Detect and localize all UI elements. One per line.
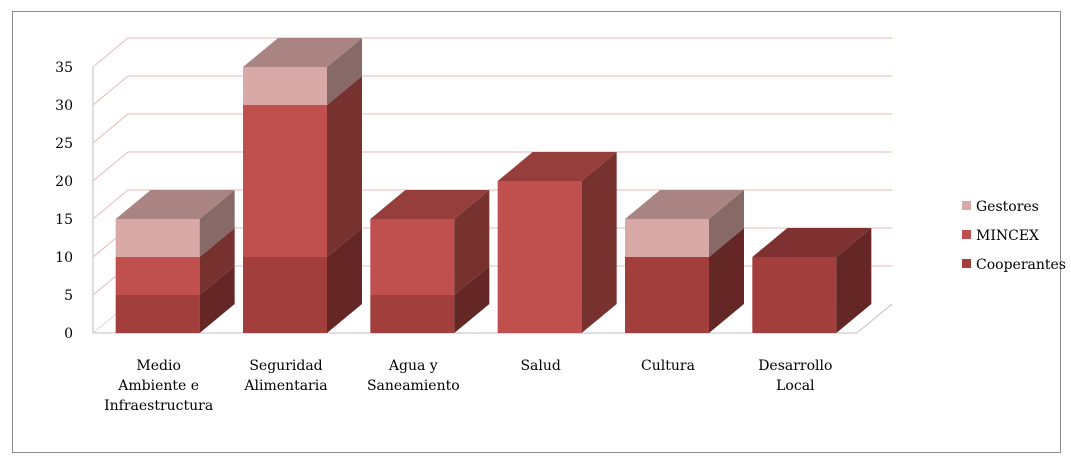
bar-side xyxy=(709,190,744,257)
legend-item-mincex: MINCEX xyxy=(962,228,1039,244)
bars xyxy=(115,38,872,333)
bar-segment-mincex xyxy=(115,228,235,295)
x-tick-label: Saneamiento xyxy=(367,378,460,394)
bar-segment-cooperantes xyxy=(115,266,235,333)
bar-side xyxy=(454,190,490,295)
bar-front xyxy=(497,181,582,333)
bar-side xyxy=(581,152,617,333)
x-tick-label: Infraestructura xyxy=(104,398,213,414)
bar-front xyxy=(115,295,200,333)
bar-front xyxy=(625,219,709,257)
bar-side xyxy=(327,38,362,105)
bar-side xyxy=(199,266,235,333)
bar-front xyxy=(243,67,327,105)
bar-segment-cooperantes xyxy=(370,266,490,333)
bar-segment-mincex xyxy=(370,190,490,295)
bar-top xyxy=(497,152,617,181)
y-tick-label: 10 xyxy=(55,250,73,266)
bar-side xyxy=(199,228,235,295)
bar-top xyxy=(243,38,362,67)
y-tick-label: 30 xyxy=(55,98,73,114)
x-tick-label: Agua y xyxy=(388,358,438,374)
x-tick-label: Ambiente e xyxy=(117,378,199,394)
legend-swatch xyxy=(962,259,971,268)
y-tick-label: 15 xyxy=(55,212,73,228)
x-tick-label: Seguridad xyxy=(249,358,322,374)
bar-top xyxy=(370,190,490,219)
bar-side xyxy=(709,228,744,333)
gridline-diagonal xyxy=(92,151,129,182)
legend-label: Cooperantes xyxy=(976,257,1066,273)
bar-segment-gestores xyxy=(243,38,362,105)
bar-front xyxy=(115,219,200,257)
x-tick-label: Local xyxy=(776,378,815,394)
bar-front xyxy=(370,219,455,295)
x-tick-label: Salud xyxy=(520,358,560,374)
bar-side xyxy=(836,228,872,333)
legend-item-gestores: Gestores xyxy=(962,199,1039,215)
y-tick-label: 5 xyxy=(64,288,73,304)
bar-side xyxy=(199,190,235,257)
bar-front xyxy=(625,257,709,333)
bar-segment-cooperantes xyxy=(243,228,362,333)
bar-front xyxy=(370,295,455,333)
x-tick-label: Desarrollo xyxy=(758,358,832,374)
x-tick-label: Medio xyxy=(136,358,181,374)
legend-label: Gestores xyxy=(976,199,1039,215)
bar-front xyxy=(243,257,327,333)
legend-label: MINCEX xyxy=(976,228,1039,244)
bar-side xyxy=(454,266,490,333)
bar-top xyxy=(115,190,235,219)
bar-segment-gestores xyxy=(625,190,744,257)
bar-front xyxy=(243,105,327,257)
x-tick-label: Cultura xyxy=(641,358,695,374)
floor-right-edge xyxy=(856,303,893,334)
x-axis-labels: Medio Ambiente e Infraestructura Seguridad A… xyxy=(104,358,832,414)
bar-segment-mincex xyxy=(243,76,362,257)
gridline-diagonal xyxy=(92,189,129,220)
chart-frame xyxy=(12,11,1061,453)
bar-top xyxy=(625,190,744,219)
y-axis-ticks: 0 5 10 15 20 25 30 35 xyxy=(55,60,73,342)
y-tick-label: 35 xyxy=(55,60,73,76)
bar-front xyxy=(752,257,837,333)
legend: Gestores MINCEX Cooperantes xyxy=(962,199,1066,273)
gridline-diagonal xyxy=(92,37,129,68)
legend-item-cooperantes: Cooperantes xyxy=(962,257,1066,273)
y-tick-label: 25 xyxy=(55,136,73,152)
bar-top xyxy=(752,228,872,257)
gridline-diagonal xyxy=(92,75,129,106)
y-tick-label: 0 xyxy=(64,326,73,342)
bar-segment-mincex xyxy=(497,152,617,333)
legend-swatch xyxy=(962,201,971,210)
bar-segment-cooperantes xyxy=(752,228,872,333)
bar-front xyxy=(115,257,200,295)
x-tick-label: Alimentaria xyxy=(243,378,327,394)
bar-segment-gestores xyxy=(115,190,235,257)
gridline-diagonal xyxy=(92,113,129,144)
bar-side xyxy=(327,228,362,333)
bar-side xyxy=(327,76,362,257)
y-tick-label: 20 xyxy=(55,174,73,190)
legend-swatch xyxy=(962,230,971,239)
bar-segment-cooperantes xyxy=(625,228,744,333)
